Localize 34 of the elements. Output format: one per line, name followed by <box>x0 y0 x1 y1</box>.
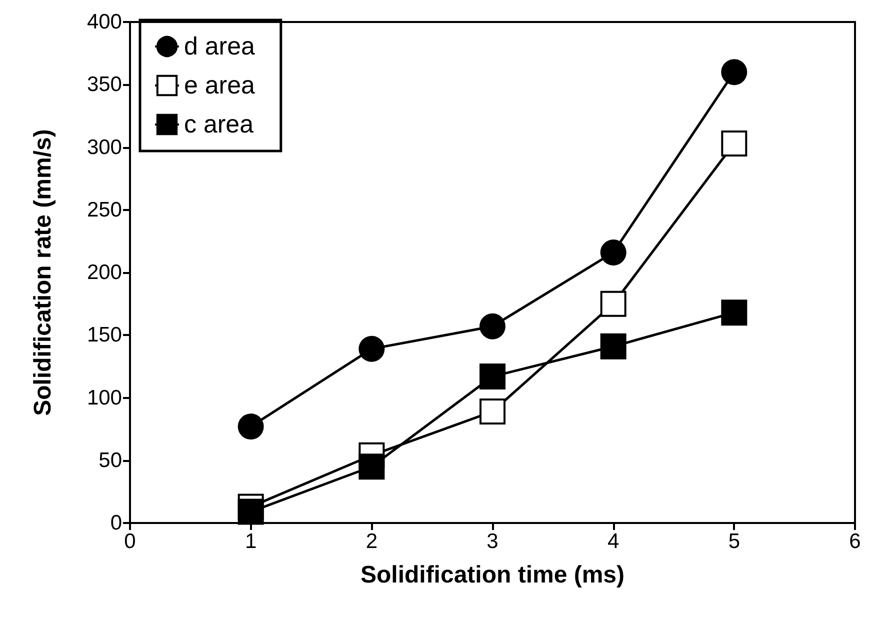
point <box>721 300 748 326</box>
point <box>721 130 748 156</box>
point <box>600 239 626 266</box>
x-tick-label: 6 <box>849 530 861 553</box>
y-tick-label: 200 <box>86 261 122 284</box>
y-tick-label: 250 <box>86 198 122 222</box>
point <box>358 454 385 480</box>
y-tick-label: 0 <box>110 512 122 534</box>
point <box>480 363 506 390</box>
y-tick-label: 350 <box>86 73 122 96</box>
y-tick-label: 100 <box>86 386 122 410</box>
point <box>358 336 385 362</box>
x-tick-label: 3 <box>486 530 498 553</box>
point <box>600 333 626 360</box>
legend-label: d area <box>184 32 255 60</box>
y-tick-label: 50 <box>98 448 122 472</box>
point <box>480 313 506 340</box>
y-tick-label: 150 <box>86 324 122 347</box>
point <box>238 414 264 440</box>
y-tick-label: 300 <box>86 136 122 159</box>
x-tick-label: 4 <box>607 530 620 553</box>
x-tick-label: 5 <box>728 530 740 553</box>
point <box>480 398 506 425</box>
point <box>721 59 748 86</box>
y-tick-label: 400 <box>86 10 122 34</box>
x-tick-label: 2 <box>366 530 378 553</box>
point <box>238 498 264 525</box>
x-tick-label: 1 <box>244 530 257 553</box>
x-tick-label: 0 <box>124 530 136 553</box>
y-axis-title: Solidification rate (mm/s) <box>30 129 56 416</box>
legend-label: c area <box>184 110 254 138</box>
legend-label: e area <box>184 72 255 100</box>
point <box>600 290 626 317</box>
x-axis-title: Solidification time (ms) <box>360 562 625 588</box>
